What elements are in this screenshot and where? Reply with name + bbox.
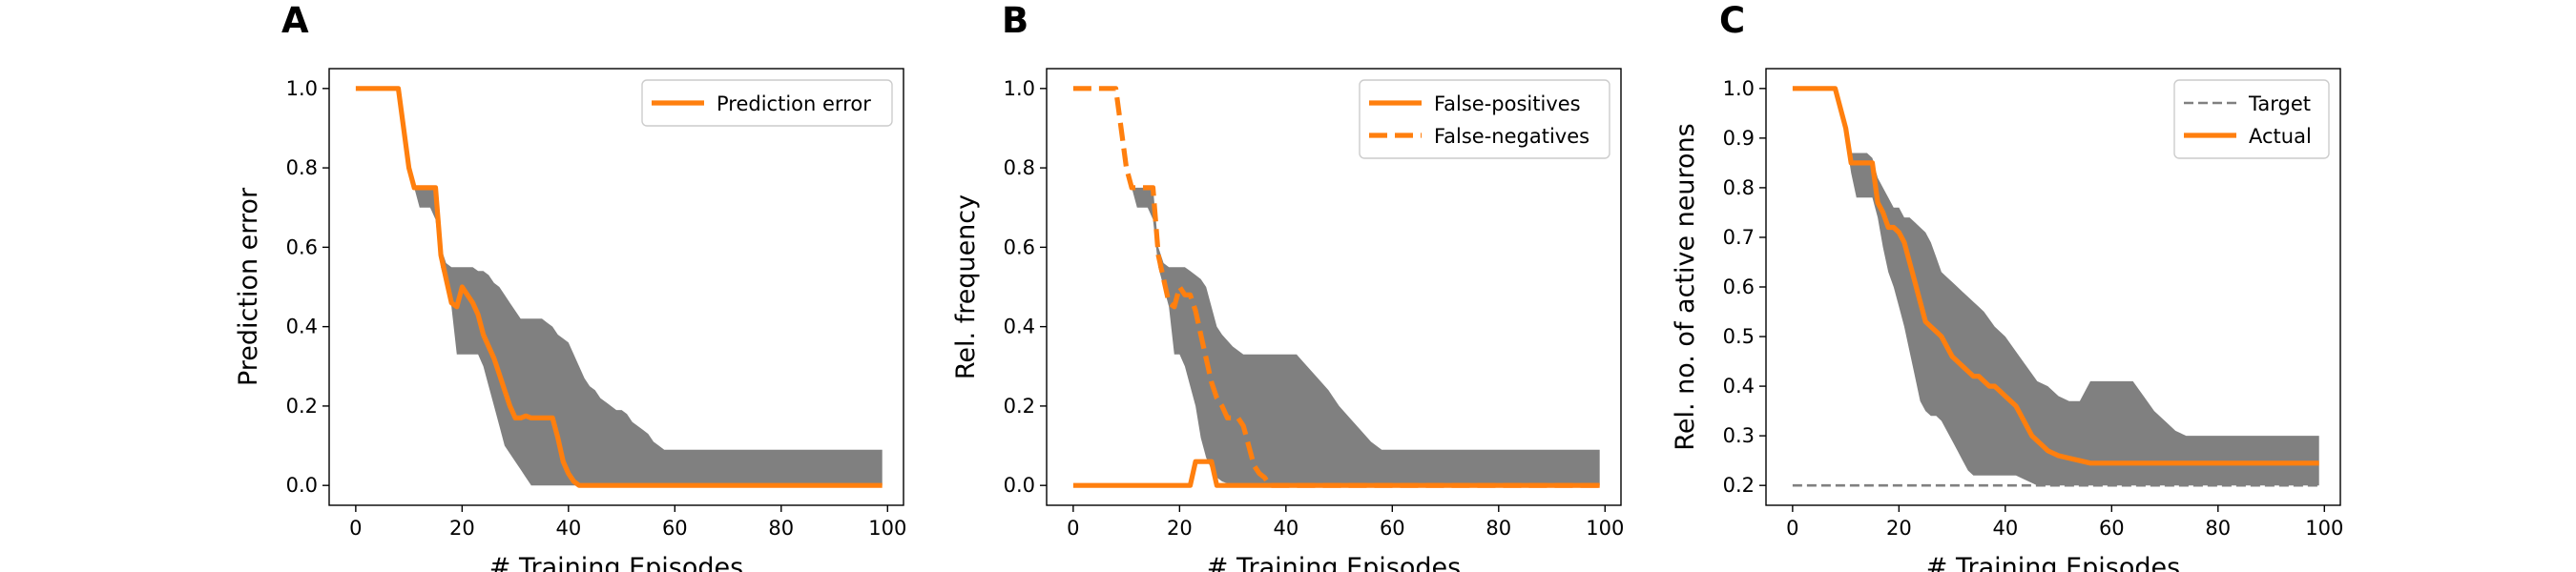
variability-band <box>1792 88 2319 486</box>
panel-c: C 0 20 40 60 80 100 0.2 0.3 0.4 0.5 0.6 0.7 0.8 0.9 1.0… <box>1671 0 2343 572</box>
x-tick-label: 80 <box>768 517 794 540</box>
y-tick-label: 0.2 <box>1004 395 1035 418</box>
panel-letter: C <box>1719 0 1745 41</box>
y-tick-label: 1.0 <box>1004 77 1035 100</box>
y-tick-label: 0.2 <box>286 395 318 418</box>
y-tick-label: 0.5 <box>1723 325 1755 348</box>
x-tick-label: 0 <box>1786 517 1798 540</box>
x-tick-label: 100 <box>2305 517 2343 540</box>
series-line-1 <box>1792 86 2319 466</box>
y-tick-label: 0.8 <box>1723 176 1755 199</box>
x-tick-label: 40 <box>1273 517 1298 540</box>
y-tick-label: 0.0 <box>286 474 318 497</box>
y-tick-label: 1.0 <box>1723 77 1755 100</box>
legend: False-positives False-negatives <box>1359 79 1610 159</box>
y-tick-label: 0.7 <box>1723 226 1755 249</box>
plot-area <box>1072 86 1600 488</box>
legend-box <box>641 79 893 127</box>
legend: Prediction error <box>641 79 893 127</box>
variability-band <box>355 88 883 486</box>
y-axis-label: Rel. frequency <box>951 194 981 379</box>
x-tick-label: 20 <box>1167 517 1193 540</box>
y-tick-label: 0.6 <box>286 235 318 258</box>
plot-area <box>355 86 883 488</box>
panel-letter: A <box>281 0 309 41</box>
y-tick-label: 1.0 <box>286 77 318 100</box>
x-axis-label: # Training Episodes <box>1926 553 2180 572</box>
x-tick-label: 100 <box>868 517 906 540</box>
panel-letter: B <box>1002 0 1028 41</box>
legend-label: False-positives <box>1434 92 1581 115</box>
plot-area <box>1792 86 2319 487</box>
x-tick-label: 40 <box>1992 517 2018 540</box>
legend-box <box>1359 79 1610 159</box>
x-tick-label: 60 <box>662 517 688 540</box>
x-tick-label: 40 <box>555 517 581 540</box>
x-tick-label: 20 <box>449 517 475 540</box>
series-line-1 <box>1072 86 1600 488</box>
x-tick-label: 0 <box>1067 517 1079 540</box>
x-tick-label: 60 <box>1380 517 1405 540</box>
y-tick-label: 0.3 <box>1723 424 1755 447</box>
panel-b: B 0 20 40 60 80 100 0.0 0.2 0.4 0.6 0.8 1.0 # Trainin… <box>951 0 1624 572</box>
y-tick-label: 0.6 <box>1723 276 1755 298</box>
legend-label: False-negatives <box>1434 125 1589 148</box>
y-tick-label: 0.6 <box>1004 235 1035 258</box>
axes-frame <box>328 68 904 506</box>
axes-frame <box>1046 68 1622 506</box>
y-tick-label: 0.2 <box>1723 474 1755 497</box>
legend: Target Actual <box>2173 79 2330 159</box>
y-tick-label: 0.4 <box>286 316 318 338</box>
legend-label: Target <box>2248 92 2311 115</box>
x-tick-label: 20 <box>1886 517 1912 540</box>
series-line-0 <box>355 86 883 488</box>
legend-label: Actual <box>2249 125 2312 148</box>
y-tick-label: 0.8 <box>1004 156 1035 179</box>
y-axis-label: Prediction error <box>234 187 263 386</box>
y-tick-label: 0.8 <box>286 156 318 179</box>
series-line-0 <box>1072 459 1600 488</box>
y-axis-label: Rel. no. of active neurons <box>1671 123 1700 450</box>
x-tick-label: 0 <box>349 517 362 540</box>
y-tick-label: 0.4 <box>1723 375 1755 398</box>
variability-band <box>1072 88 1600 486</box>
x-axis-label: # Training Episodes <box>489 553 743 572</box>
y-tick-label: 0.0 <box>1004 474 1035 497</box>
y-tick-label: 0.4 <box>1004 316 1035 338</box>
x-tick-label: 100 <box>1586 517 1624 540</box>
legend-label: Prediction error <box>717 92 871 115</box>
panel-a: A 0 20 40 60 80 100 0.0 0.2 0.4 0.6 0.8 1.0 # Trainin… <box>234 0 906 572</box>
x-tick-label: 80 <box>1485 517 1511 540</box>
x-axis-label: # Training Episodes <box>1207 553 1461 572</box>
legend-box <box>2173 79 2330 159</box>
x-tick-label: 60 <box>2099 517 2125 540</box>
x-tick-label: 80 <box>2205 517 2231 540</box>
y-tick-label: 0.9 <box>1723 127 1755 150</box>
